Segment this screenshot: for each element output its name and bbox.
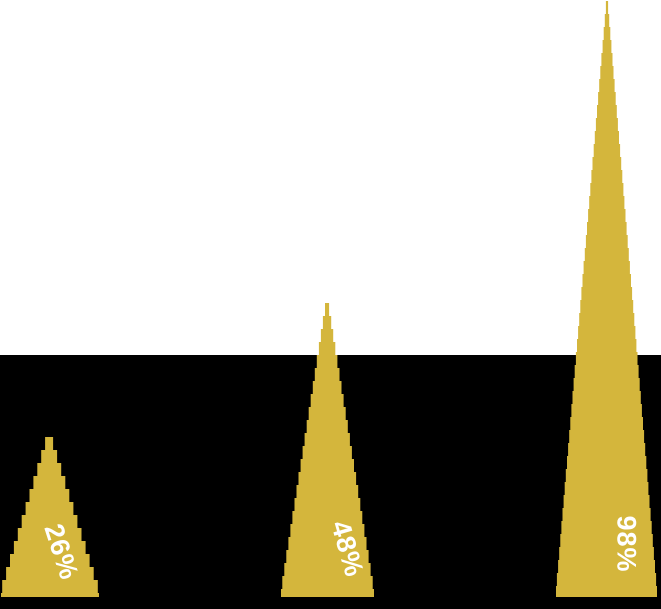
triangle-peak-3 [556,1,657,597]
triangle-peak-2 [281,303,374,597]
percentage-label-3: 98% [611,515,642,573]
triangle-peak-1 [1,437,99,597]
